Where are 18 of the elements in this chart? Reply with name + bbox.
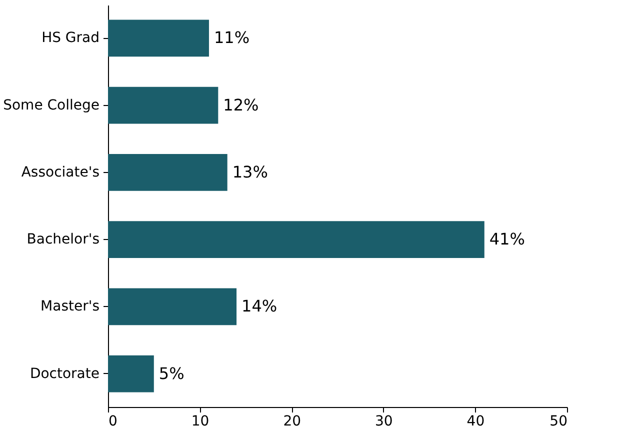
x-tick-label: 10 — [191, 414, 210, 430]
y-tick-label: Bachelor's — [26, 232, 100, 248]
x-tick-label: 0 — [108, 414, 118, 430]
y-tick-label: Associate's — [21, 164, 100, 180]
y-tick-label: Master's — [40, 298, 100, 315]
data-label: 14% — [242, 296, 278, 316]
data-label: 13% — [232, 162, 268, 182]
x-tick-label: 40 — [466, 414, 485, 430]
x-tick-label: 20 — [283, 414, 302, 430]
y-tick-label: Doctorate — [30, 366, 100, 382]
data-label: 41% — [489, 230, 525, 249]
data-label: 12% — [223, 95, 259, 114]
x-tick-label: 50 — [550, 414, 568, 430]
y-tick-label: HS Grad — [42, 30, 100, 46]
data-label: 11% — [214, 28, 250, 48]
x-tick-label: 30 — [374, 414, 393, 430]
y-tick-label: Some College — [3, 97, 100, 114]
data-label: 5% — [158, 364, 184, 383]
